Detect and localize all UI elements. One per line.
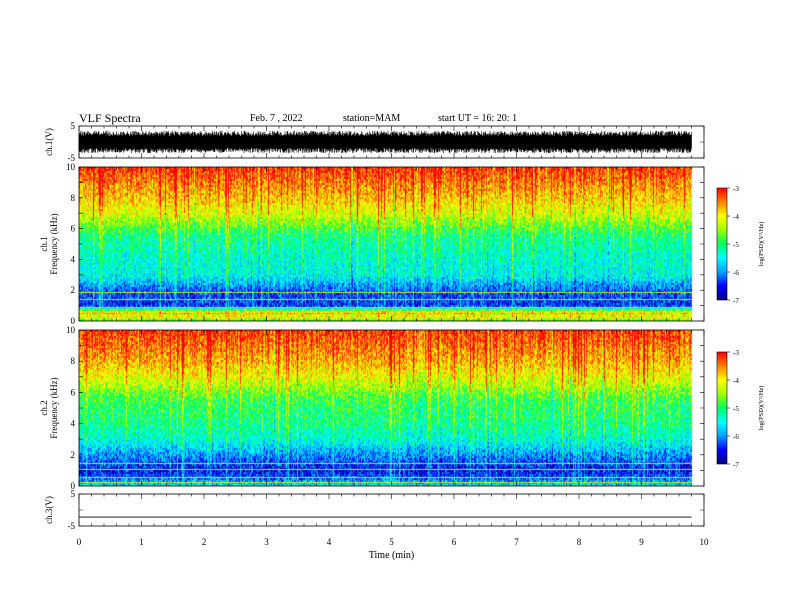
ch1-waveform-ylabel: ch.1(V) xyxy=(44,128,54,156)
ch1-spectrogram-ylabel: Frequency (kHz) xyxy=(49,213,59,274)
ch2-colorbar-tick-label: -5 xyxy=(733,405,739,413)
ch1-colorbar-tick-label: -5 xyxy=(733,241,739,249)
ch2-spectrogram-ylabel: ch.2 xyxy=(39,400,49,415)
ch1-colorbar-tick-label: -3 xyxy=(733,185,739,193)
ch2-spectrogram-image xyxy=(79,330,704,486)
ch3-waveform-x-ticks xyxy=(78,494,705,526)
time-tick-label: 2 xyxy=(202,537,207,547)
ch1-spectrogram-x-ticks xyxy=(78,167,705,321)
ch2-spectrogram-ytick-label: 4 xyxy=(71,419,76,429)
ch2-spectrogram-ytick-label: 6 xyxy=(71,387,76,397)
ch2-colorbar-tick-label: -4 xyxy=(733,377,739,385)
ch1-spectrogram-ytick-label: 0 xyxy=(71,316,76,326)
ch1-spectrogram-ytick-label: 4 xyxy=(71,254,76,264)
ch2-spectrogram-x-ticks xyxy=(78,330,705,486)
ch2-colorbar-tick-label: -3 xyxy=(733,349,739,357)
time-tick-label: 9 xyxy=(639,537,644,547)
ch3-waveform-ytick-label: -5 xyxy=(68,521,76,531)
station-label: station=MAM xyxy=(343,113,401,124)
panels-layer xyxy=(78,130,704,518)
ch1-waveform-ytick-label: -5 xyxy=(68,153,76,163)
start-time-label: start UT = 16: 20: 1 xyxy=(438,113,518,124)
ch1-colorbar-label: log(PSD)(V²/Hz) xyxy=(758,222,765,267)
figure-title: VLF Spectra xyxy=(79,111,141,125)
time-tick-label: 1 xyxy=(139,537,144,547)
time-tick-label: 10 xyxy=(700,537,710,547)
ch1-spectrogram-ylabel: ch.1 xyxy=(39,236,49,251)
time-tick-label: 8 xyxy=(577,537,582,547)
ch1-spectrogram-ytick-label: 2 xyxy=(71,285,76,295)
ch1-colorbar-tick-label: -6 xyxy=(733,269,739,277)
ch2-colorbar xyxy=(716,351,728,465)
ch1-waveform-trace xyxy=(78,130,692,154)
date-label: Feb. 7 , 2022 xyxy=(250,113,303,124)
ch2-spectrogram-ytick-label: 10 xyxy=(66,325,76,335)
ch3-waveform-ytick-label: 5 xyxy=(71,489,76,499)
ch1-waveform-x-ticks xyxy=(78,126,705,158)
ch2-colorbar-tick-label: -6 xyxy=(733,433,739,441)
ch2-spectrogram-y-ticks xyxy=(79,329,704,487)
time-tick-label: 6 xyxy=(452,537,457,547)
ch2-colorbar-label: log(PSD)(V²/Hz) xyxy=(758,386,765,431)
time-axis-label: Time (min) xyxy=(369,550,414,561)
ch3-waveform-y-ticks xyxy=(79,493,704,527)
ch2-colorbar-tick-label: -7 xyxy=(733,461,739,469)
ch1-spectrogram-y-ticks xyxy=(79,166,704,322)
time-tick-label: 0 xyxy=(77,537,82,547)
ch1-colorbar-tick-label: -4 xyxy=(733,213,739,221)
ch1-spectrogram-ytick-label: 8 xyxy=(71,193,76,203)
ch1-spectrogram-ytick-label: 6 xyxy=(71,224,76,234)
time-tick-label: 4 xyxy=(327,537,332,547)
ch3-waveform-ylabel: ch.3(V) xyxy=(44,496,54,524)
ch1-spectrogram-image xyxy=(79,167,704,321)
ch1-waveform-ytick-label: 5 xyxy=(71,121,76,131)
ch2-spectrogram-ylabel: Frequency (kHz) xyxy=(49,377,59,438)
time-tick-label: 5 xyxy=(389,537,394,547)
ch1-waveform-y-ticks xyxy=(79,125,704,159)
time-tick-label: 7 xyxy=(514,537,519,547)
ch1-colorbar-tick-label: -7 xyxy=(733,297,739,305)
ch1-spectrogram-ytick-label: 10 xyxy=(66,162,76,172)
ch2-spectrogram-ytick-label: 2 xyxy=(71,450,76,460)
ch2-spectrogram-ytick-label: 0 xyxy=(71,481,76,491)
time-tick-label: 3 xyxy=(264,537,269,547)
ch1-colorbar xyxy=(716,187,728,301)
ch2-spectrogram-ytick-label: 8 xyxy=(71,356,76,366)
